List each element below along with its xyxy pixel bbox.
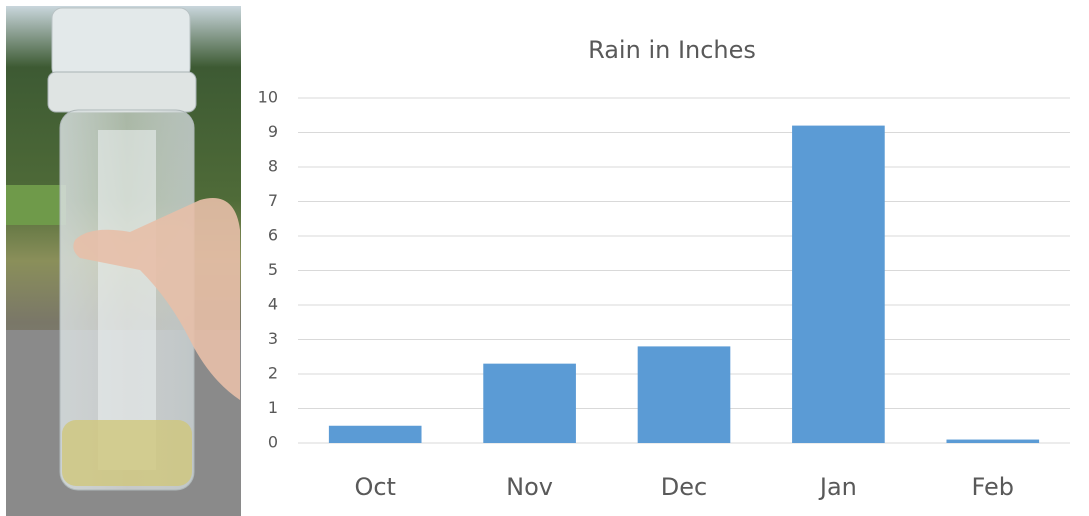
y-tick-label: 0 bbox=[268, 433, 278, 452]
bar bbox=[637, 346, 731, 443]
bar bbox=[792, 125, 885, 443]
y-tick-label: 5 bbox=[268, 260, 278, 279]
chart-title: Rain in Inches bbox=[588, 36, 756, 64]
y-tick-label: 10 bbox=[258, 88, 278, 107]
x-tick-label: Nov bbox=[506, 473, 553, 501]
y-tick-label: 9 bbox=[268, 122, 278, 141]
bar bbox=[946, 439, 1040, 443]
y-tick-label: 8 bbox=[268, 157, 278, 176]
x-tick-label: Dec bbox=[661, 473, 707, 501]
x-tick-label: Oct bbox=[354, 473, 396, 501]
y-tick-label: 7 bbox=[268, 191, 278, 210]
bar bbox=[328, 425, 422, 443]
y-tick-label: 2 bbox=[268, 364, 278, 383]
y-tick-label: 3 bbox=[268, 329, 278, 348]
y-tick-label: 6 bbox=[268, 226, 278, 245]
x-tick-label: Jan bbox=[818, 473, 857, 501]
bar bbox=[483, 363, 576, 443]
y-tick-label: 4 bbox=[268, 295, 278, 314]
y-tick-label: 1 bbox=[268, 398, 278, 417]
photo bbox=[6, 6, 241, 516]
x-tick-label: Feb bbox=[972, 473, 1015, 501]
